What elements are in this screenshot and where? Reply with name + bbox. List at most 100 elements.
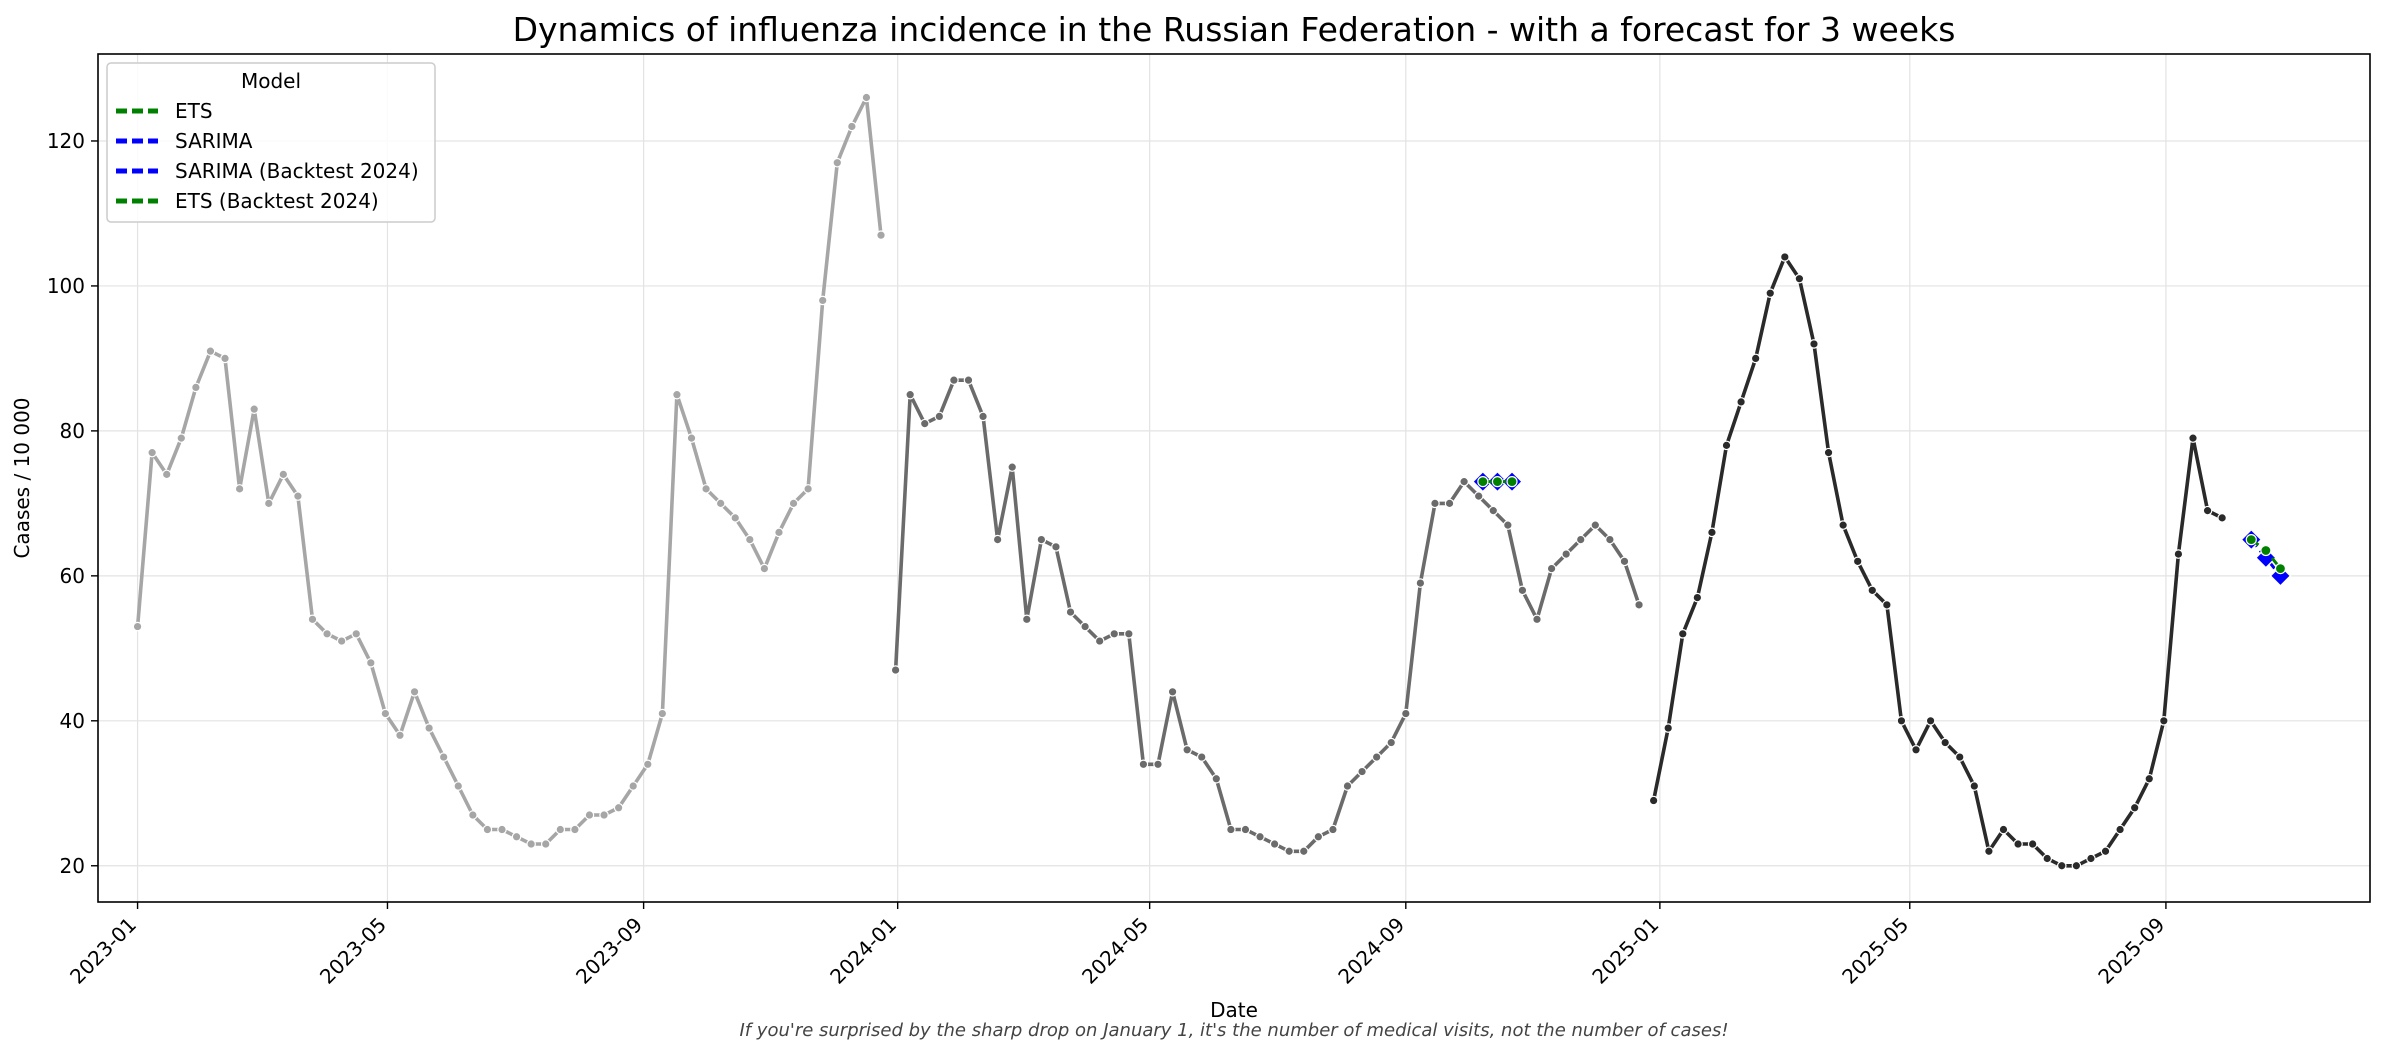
data-point — [832, 157, 843, 168]
data-point — [322, 629, 332, 639]
data-point — [570, 824, 580, 835]
data-point — [2056, 860, 2067, 871]
data-point — [1109, 629, 1120, 639]
data-point — [1167, 687, 1178, 697]
data-point — [1882, 600, 1892, 610]
data-point — [672, 389, 682, 400]
data-point — [205, 346, 216, 356]
data-point — [992, 534, 1003, 545]
data-point — [861, 92, 872, 103]
data-point — [293, 491, 303, 501]
data-point — [584, 810, 595, 820]
data-point — [234, 484, 245, 494]
data-point — [774, 527, 784, 538]
data-point — [803, 484, 813, 494]
data-point — [1051, 542, 1061, 552]
data-point — [905, 389, 915, 400]
data-point — [1736, 397, 1746, 407]
data-point — [1094, 636, 1105, 646]
data-point — [978, 411, 988, 422]
data-point — [1430, 498, 1440, 509]
data-point — [1255, 831, 1265, 842]
data-point — [730, 513, 741, 523]
x-axis-label: Date — [1210, 998, 1258, 1022]
data-point — [2144, 773, 2155, 784]
data-point — [1677, 629, 1688, 639]
data-point — [366, 658, 376, 668]
data-point — [1196, 752, 1207, 762]
data-point — [1838, 520, 1848, 530]
data-point — [1153, 759, 1163, 770]
data-point — [1692, 592, 1703, 603]
data-point — [934, 411, 945, 422]
data-point — [1488, 505, 1499, 516]
data-point — [1867, 585, 1878, 596]
legend-label: SARIMA — [175, 129, 253, 153]
chart-title: Dynamics of influenza incidence in the R… — [513, 10, 1956, 49]
data-point — [526, 839, 536, 849]
data-point — [1473, 491, 1484, 501]
data-point — [468, 810, 478, 820]
data-point — [263, 498, 274, 509]
data-point — [1590, 520, 1601, 530]
forecast-layer — [1471, 470, 2292, 587]
data-point — [1036, 534, 1047, 545]
data-point — [599, 810, 609, 820]
data-point — [1138, 759, 1149, 770]
series-line — [893, 378, 1641, 854]
data-point — [380, 708, 391, 719]
data-point — [1211, 773, 1222, 784]
data-point — [642, 759, 653, 770]
y-tick-label: 20 — [60, 854, 85, 878]
data-point — [351, 629, 362, 639]
data-point — [191, 382, 201, 393]
data-point — [1386, 737, 1397, 748]
data-point — [1809, 339, 1819, 349]
data-point — [1357, 766, 1367, 777]
legend-title: Model — [241, 69, 301, 93]
y-tick-label: 120 — [47, 129, 85, 153]
data-point — [1284, 846, 1294, 857]
data-point — [1124, 629, 1134, 639]
forecast-point — [2260, 544, 2272, 557]
data-point — [715, 498, 726, 509]
data-point — [161, 469, 172, 480]
data-point — [307, 614, 318, 625]
data-point — [1532, 614, 1542, 625]
data-point — [409, 687, 420, 697]
data-point — [1065, 607, 1076, 617]
data-point — [1969, 781, 1980, 791]
data-point — [453, 781, 464, 791]
forecast-point — [1477, 476, 1489, 488]
data-point — [249, 404, 259, 414]
data-point — [1780, 252, 1790, 262]
data-point — [817, 295, 828, 306]
data-point — [1546, 563, 1557, 574]
data-point — [949, 375, 959, 385]
data-point — [657, 708, 668, 719]
data-point — [876, 230, 886, 240]
data-point — [2027, 839, 2038, 849]
data-point — [555, 824, 566, 835]
data-point — [1896, 716, 1907, 726]
data-point — [2159, 716, 2169, 726]
data-point — [919, 418, 930, 429]
data-point — [788, 498, 799, 509]
data-point — [176, 433, 187, 443]
y-tick-label: 80 — [60, 419, 85, 443]
data-point — [1021, 614, 1032, 625]
data-point — [1503, 520, 1513, 530]
data-point — [1794, 273, 1805, 284]
data-point — [395, 730, 405, 741]
data-point — [1401, 708, 1411, 719]
data-point — [1269, 839, 1280, 849]
data-point — [1226, 824, 1236, 835]
forecast-point — [2245, 534, 2257, 546]
y-axis-label: Caases / 10 000 — [10, 397, 34, 558]
data-point — [220, 353, 230, 364]
data-point — [759, 563, 770, 574]
data-point — [482, 824, 493, 835]
data-point — [1911, 744, 1921, 755]
data-point — [1648, 795, 1659, 806]
